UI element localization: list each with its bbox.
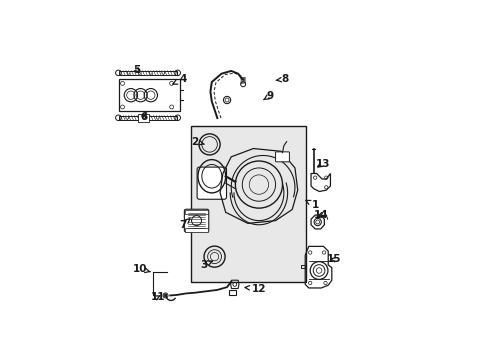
Circle shape (138, 72, 141, 74)
Text: 9: 9 (263, 91, 273, 101)
Text: 15: 15 (326, 255, 340, 264)
Text: 2: 2 (191, 136, 204, 147)
Circle shape (127, 72, 130, 74)
FancyBboxPatch shape (275, 152, 289, 162)
FancyBboxPatch shape (197, 167, 226, 199)
FancyBboxPatch shape (184, 209, 208, 232)
Bar (119, 116, 177, 120)
Text: 6: 6 (140, 112, 147, 122)
Circle shape (125, 116, 128, 119)
Bar (138, 114, 149, 122)
Bar (119, 71, 177, 75)
Text: 3: 3 (200, 260, 212, 270)
Text: 7: 7 (179, 219, 189, 230)
Text: 1: 1 (305, 201, 319, 210)
Circle shape (156, 116, 159, 119)
Text: 4: 4 (172, 74, 186, 84)
Circle shape (162, 72, 164, 74)
Circle shape (164, 294, 166, 297)
Bar (184, 210, 208, 214)
Text: 12: 12 (244, 284, 265, 293)
Text: 8: 8 (276, 74, 288, 84)
Text: 5: 5 (133, 64, 140, 75)
Bar (184, 228, 208, 232)
Text: 14: 14 (313, 210, 328, 220)
Text: 10: 10 (132, 264, 150, 274)
Bar (119, 79, 180, 111)
Text: 13: 13 (315, 159, 329, 169)
Text: 11: 11 (150, 292, 164, 302)
Circle shape (142, 116, 145, 119)
Bar (191, 126, 305, 282)
Circle shape (149, 72, 152, 74)
